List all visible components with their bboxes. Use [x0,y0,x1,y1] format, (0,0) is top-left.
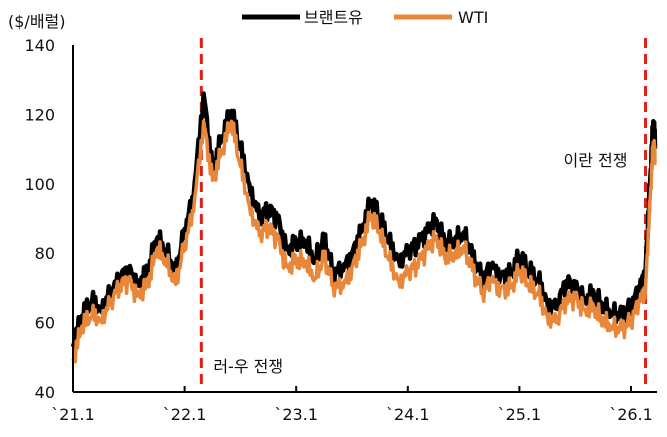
x-tick-label: `21.1 [51,405,95,424]
series-lines [70,91,658,364]
x-tick-label: `22.1 [163,405,207,424]
y-axis: 40 60 80 100 120 140 [24,36,55,402]
y-tick-label: 60 [35,314,55,333]
x-tick-label: `24.1 [386,405,430,424]
event-label: 러-우 전쟁 [213,357,283,376]
legend: 브랜트유 WTI [242,8,488,27]
y-tick-label: 40 [35,383,55,402]
x-tick-label: `25.1 [498,405,542,424]
legend-wti-label: WTI [458,8,488,27]
wti-line [71,119,658,364]
x-tick-label: `26.1 [609,405,653,424]
y-axis-unit-label: ($/배럴) [8,12,66,31]
y-tick-label: 80 [35,244,55,263]
x-tick-label: `23.1 [274,405,318,424]
legend-brent-label: 브랜트유 [304,8,363,27]
y-tick-label: 100 [24,175,55,194]
y-tick-label: 120 [24,105,55,124]
brent-line [70,91,658,352]
event-lines: 러-우 전쟁 이란 전쟁 [199,38,648,386]
y-tick-label: 140 [24,36,55,55]
event-label: 이란 전쟁 [564,151,628,170]
